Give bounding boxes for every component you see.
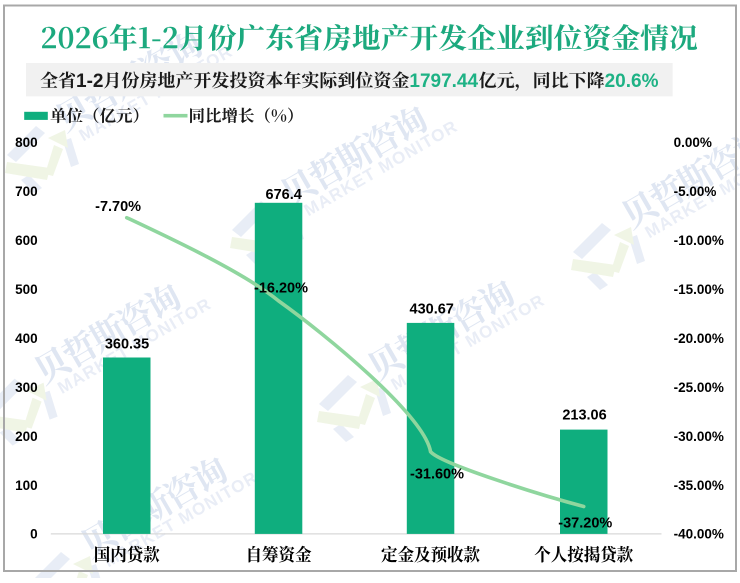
svg-text:200: 200 [15, 429, 38, 444]
svg-text:-31.60%: -31.60% [410, 467, 464, 483]
svg-text:600: 600 [15, 233, 38, 248]
svg-text:430.67: 430.67 [410, 302, 454, 318]
svg-text:0.00%: 0.00% [674, 135, 712, 150]
svg-text:676.4: 676.4 [266, 187, 302, 203]
svg-text:-10.00%: -10.00% [674, 233, 724, 248]
svg-text:500: 500 [15, 282, 38, 297]
svg-text:-35.00%: -35.00% [674, 478, 724, 493]
svg-text:300: 300 [15, 380, 38, 395]
svg-text:0: 0 [30, 527, 38, 542]
svg-text:-15.00%: -15.00% [674, 282, 724, 297]
svg-text:-30.00%: -30.00% [674, 429, 724, 444]
svg-text:-7.70%: -7.70% [95, 199, 141, 215]
svg-text:360.35: 360.35 [105, 337, 149, 353]
svg-text:20.6%: 20.6% [605, 71, 659, 92]
svg-text:100: 100 [15, 478, 38, 493]
svg-text:1797.44: 1797.44 [409, 71, 478, 92]
svg-text:-20.00%: -20.00% [674, 331, 724, 346]
svg-text:400: 400 [15, 331, 38, 346]
svg-text:800: 800 [15, 135, 38, 150]
svg-text:-16.20%: -16.20% [254, 281, 308, 297]
svg-text:-37.20%: -37.20% [558, 515, 612, 531]
svg-text:213.06: 213.06 [562, 408, 606, 424]
svg-text:1-2: 1-2 [76, 71, 103, 92]
svg-text:700: 700 [15, 184, 38, 199]
svg-text:-25.00%: -25.00% [674, 380, 724, 395]
svg-text:-40.00%: -40.00% [674, 527, 724, 542]
svg-text:-5.00%: -5.00% [674, 184, 717, 199]
